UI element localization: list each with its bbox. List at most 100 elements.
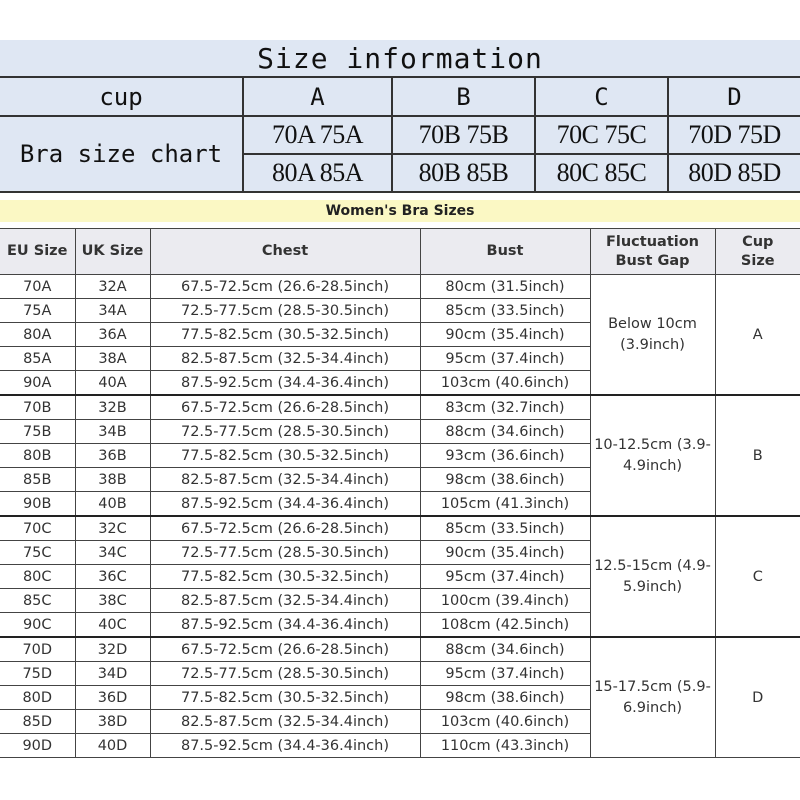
chest-cell: 82.5-87.5cm (32.5-34.4inch) xyxy=(149,709,421,734)
table-row: 75B 34B 72.5-77.5cm (28.5-30.5inch) 88cm (3… xyxy=(0,419,800,444)
cup-label: cup xyxy=(0,76,244,117)
cup-size-cell: A xyxy=(714,274,800,396)
chest-cell: 87.5-92.5cm (34.4-36.4inch) xyxy=(149,612,421,638)
uk-size-cell: 38D xyxy=(74,709,151,734)
eu-size-cell: 80B xyxy=(0,443,76,468)
eu-size-cell: 70C xyxy=(0,515,76,541)
chest-cell: 67.5-72.5cm (26.6-28.5inch) xyxy=(149,394,421,420)
cup-b: B xyxy=(391,76,536,117)
table-row: 70A 32A 67.5-72.5cm (26.6-28.5inch) 80cm (3… xyxy=(0,274,800,396)
chest-cell: 67.5-72.5cm (26.6-28.5inch) xyxy=(149,636,421,662)
chest-cell: 72.5-77.5cm (28.5-30.5inch) xyxy=(149,661,421,686)
uk-size-cell: 32C xyxy=(74,515,151,541)
bust-cell: 88cm (34.6inch) xyxy=(419,636,591,662)
uk-size-cell: 40C xyxy=(74,612,151,638)
bust-cell: 98cm (38.6inch) xyxy=(419,685,591,710)
uk-size-cell: 40A xyxy=(74,370,151,396)
header-uk-size: UK Size xyxy=(74,228,151,275)
eu-size-cell: 90D xyxy=(0,733,76,758)
bust-cell: 98cm (38.6inch) xyxy=(419,467,591,492)
uk-size-cell: 38C xyxy=(74,588,151,613)
header-fluctuation-bust-gap: Fluctuation Bust Gap xyxy=(589,228,716,275)
uk-size-cell: 34C xyxy=(74,540,151,565)
sizes-a-row2: 80A 85A xyxy=(242,153,393,193)
chest-cell: 87.5-92.5cm (34.4-36.4inch) xyxy=(149,491,421,517)
chest-cell: 77.5-82.5cm (30.5-32.5inch) xyxy=(149,443,421,468)
cup-c: C xyxy=(534,76,669,117)
uk-size-cell: 34B xyxy=(74,419,151,444)
uk-size-cell: 34A xyxy=(74,298,151,323)
bra-size-chart-label: Bra size chart xyxy=(0,115,244,193)
eu-size-cell: 85D xyxy=(0,709,76,734)
eu-size-cell: 70D xyxy=(0,636,76,662)
uk-size-cell: 34D xyxy=(74,661,151,686)
eu-size-cell: 75A xyxy=(0,298,76,323)
bust-cell: 85cm (33.5inch) xyxy=(419,298,591,323)
bust-gap-cell: 10-12.5cm (3.9-4.9inch) xyxy=(589,394,716,517)
bust-cell: 95cm (37.4inch) xyxy=(419,661,591,686)
chest-cell: 77.5-82.5cm (30.5-32.5inch) xyxy=(149,564,421,589)
sizes-b-row2: 80B 85B xyxy=(391,153,536,193)
header-chest: Chest xyxy=(149,228,421,275)
eu-size-cell: 85C xyxy=(0,588,76,613)
bust-cell: 93cm (36.6inch) xyxy=(419,443,591,468)
chest-cell: 82.5-87.5cm (32.5-34.4inch) xyxy=(149,346,421,371)
eu-size-cell: 80C xyxy=(0,564,76,589)
table-row: 85C 38C 82.5-87.5cm (32.5-34.4inch) 100cm (… xyxy=(0,588,800,613)
bust-cell: 103cm (40.6inch) xyxy=(419,370,591,396)
chest-cell: 67.5-72.5cm (26.6-28.5inch) xyxy=(149,515,421,541)
chest-cell: 87.5-92.5cm (34.4-36.4inch) xyxy=(149,733,421,758)
uk-size-cell: 32A xyxy=(74,274,151,299)
table-row: 85B 38B 82.5-87.5cm (32.5-34.4inch) 98cm (3… xyxy=(0,467,800,492)
bust-cell: 90cm (35.4inch) xyxy=(419,540,591,565)
eu-size-cell: 80A xyxy=(0,322,76,347)
table-row: 80C 36C 77.5-82.5cm (30.5-32.5inch) 95cm (3… xyxy=(0,564,800,589)
sizes-d-row1: 70D 75D xyxy=(667,115,800,155)
uk-size-cell: 38A xyxy=(74,346,151,371)
bust-cell: 85cm (33.5inch) xyxy=(419,515,591,541)
table-row: 75D 34D 72.5-77.5cm (28.5-30.5inch) 95cm (3… xyxy=(0,661,800,686)
table-row: 70D 32D 67.5-72.5cm (26.6-28.5inch) 88cm (3… xyxy=(0,636,800,758)
table-row: 85D 38D 82.5-87.5cm (32.5-34.4inch) 103cm (… xyxy=(0,709,800,734)
table-row: 90B 40B 87.5-92.5cm (34.4-36.4inch) 105cm (… xyxy=(0,491,800,517)
chest-cell: 77.5-82.5cm (30.5-32.5inch) xyxy=(149,322,421,347)
sizes-c-row1: 70C 75C xyxy=(534,115,669,155)
sizes-c-row2: 80C 85C xyxy=(534,153,669,193)
bust-cell: 110cm (43.3inch) xyxy=(419,733,591,758)
uk-size-cell: 32B xyxy=(74,394,151,420)
table-row: 80D 36D 77.5-82.5cm (30.5-32.5inch) 98cm (3… xyxy=(0,685,800,710)
uk-size-cell: 36A xyxy=(74,322,151,347)
uk-size-cell: 36D xyxy=(74,685,151,710)
sizes-d-row2: 80D 85D xyxy=(667,153,800,193)
cup-size-cell: B xyxy=(714,394,800,517)
womens-bra-sizes-banner: Women's Bra Sizes xyxy=(0,200,800,222)
sizes-b-row1: 70B 75B xyxy=(391,115,536,155)
chest-cell: 77.5-82.5cm (30.5-32.5inch) xyxy=(149,685,421,710)
chest-cell: 72.5-77.5cm (28.5-30.5inch) xyxy=(149,419,421,444)
bust-cell: 83cm (32.7inch) xyxy=(419,394,591,420)
table-row: 70C 32C 67.5-72.5cm (26.6-28.5inch) 85cm (3… xyxy=(0,515,800,638)
cup-a: A xyxy=(242,76,393,117)
eu-size-cell: 75B xyxy=(0,419,76,444)
eu-size-cell: 80D xyxy=(0,685,76,710)
cup-size-cell: D xyxy=(714,636,800,758)
eu-size-cell: 70A xyxy=(0,274,76,299)
womens-bra-size-table: EU Size UK Size Chest Bust Fluctuation B… xyxy=(0,228,800,758)
bust-cell: 88cm (34.6inch) xyxy=(419,419,591,444)
header-cup-size: Cup Size xyxy=(714,228,800,275)
size-information-table: Size information cup A B C D Bra size ch… xyxy=(0,40,800,193)
eu-size-cell: 90B xyxy=(0,491,76,517)
eu-size-cell: 75D xyxy=(0,661,76,686)
bust-cell: 95cm (37.4inch) xyxy=(419,564,591,589)
header-bust: Bust xyxy=(419,228,591,275)
chest-cell: 72.5-77.5cm (28.5-30.5inch) xyxy=(149,298,421,323)
eu-size-cell: 85A xyxy=(0,346,76,371)
bust-cell: 95cm (37.4inch) xyxy=(419,346,591,371)
chest-cell: 87.5-92.5cm (34.4-36.4inch) xyxy=(149,370,421,396)
eu-size-cell: 75C xyxy=(0,540,76,565)
table-row: 75C 34C 72.5-77.5cm (28.5-30.5inch) 90cm (3… xyxy=(0,540,800,565)
chest-cell: 82.5-87.5cm (32.5-34.4inch) xyxy=(149,467,421,492)
bust-cell: 100cm (39.4inch) xyxy=(419,588,591,613)
eu-size-cell: 70B xyxy=(0,394,76,420)
table-row: 90D 40D 87.5-92.5cm (34.4-36.4inch) 110cm (… xyxy=(0,733,800,758)
